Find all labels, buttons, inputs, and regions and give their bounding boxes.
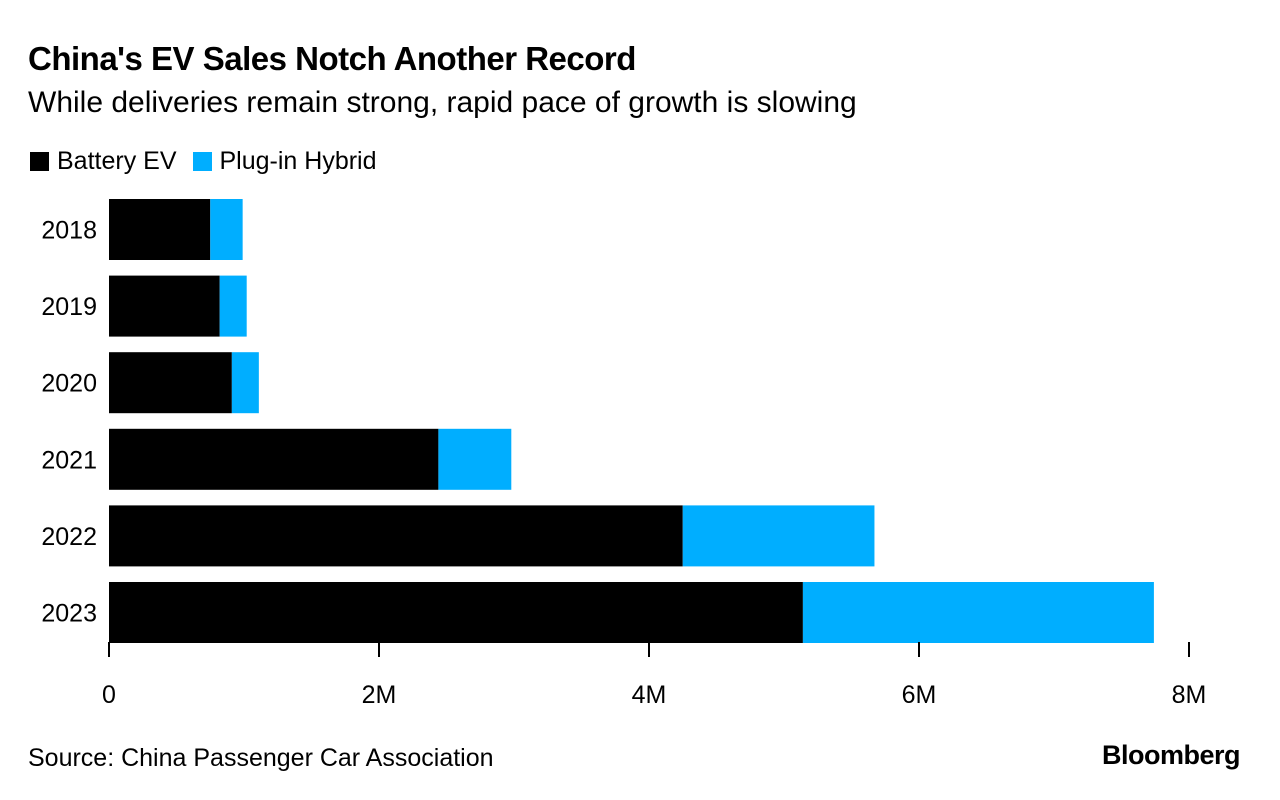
- bar-plug-in-hybrid-2020: [231, 352, 259, 414]
- chart-subtitle: While deliveries remain strong, rapid pa…: [28, 86, 857, 119]
- bloomberg-logo: Bloomberg: [1101, 740, 1241, 770]
- legend-label-battery-ev: Battery EV: [57, 147, 177, 175]
- y-tick-label: 2020: [41, 370, 97, 398]
- chart-title: China's EV Sales Notch Another Record: [28, 40, 636, 77]
- bar-battery-ev-2020: [109, 352, 232, 414]
- bar-plug-in-hybrid-2022: [682, 505, 875, 567]
- legend-item-plug-in-hybrid: Plug-in Hybrid: [192, 147, 377, 176]
- bar-battery-ev-2023: [109, 582, 803, 643]
- x-tick-label: 4M: [632, 681, 667, 709]
- y-tick-label: 2018: [41, 217, 97, 245]
- bar-plug-in-hybrid-2023: [802, 582, 1154, 643]
- bar-plug-in-hybrid-2019: [219, 275, 247, 337]
- legend-swatch-battery-ev: [30, 152, 49, 171]
- x-tick-label: 8M: [1172, 681, 1207, 709]
- y-tick-label: 2023: [41, 600, 97, 628]
- bar-plug-in-hybrid-2021: [438, 428, 512, 490]
- bar-battery-ev-2022: [109, 505, 683, 567]
- bar-plug-in-hybrid-2018: [210, 199, 243, 260]
- legend: Battery EV Plug-in Hybrid: [30, 147, 383, 176]
- legend-label-plug-in-hybrid: Plug-in Hybrid: [219, 147, 377, 175]
- legend-item-battery-ev: Battery EV: [30, 147, 177, 176]
- y-tick-label: 2019: [41, 293, 97, 321]
- bar-battery-ev-2019: [109, 275, 220, 337]
- y-tick-label: 2021: [41, 446, 97, 474]
- source-note: Source: China Passenger Car Association: [28, 744, 494, 772]
- x-tick-label: 0: [102, 681, 116, 709]
- x-tick-label: 2M: [362, 681, 397, 709]
- x-tick-label: 6M: [902, 681, 937, 709]
- legend-swatch-plug-in-hybrid: [192, 152, 212, 171]
- bar-battery-ev-2021: [109, 428, 439, 490]
- y-tick-label: 2022: [41, 523, 97, 551]
- bar-battery-ev-2018: [109, 199, 211, 260]
